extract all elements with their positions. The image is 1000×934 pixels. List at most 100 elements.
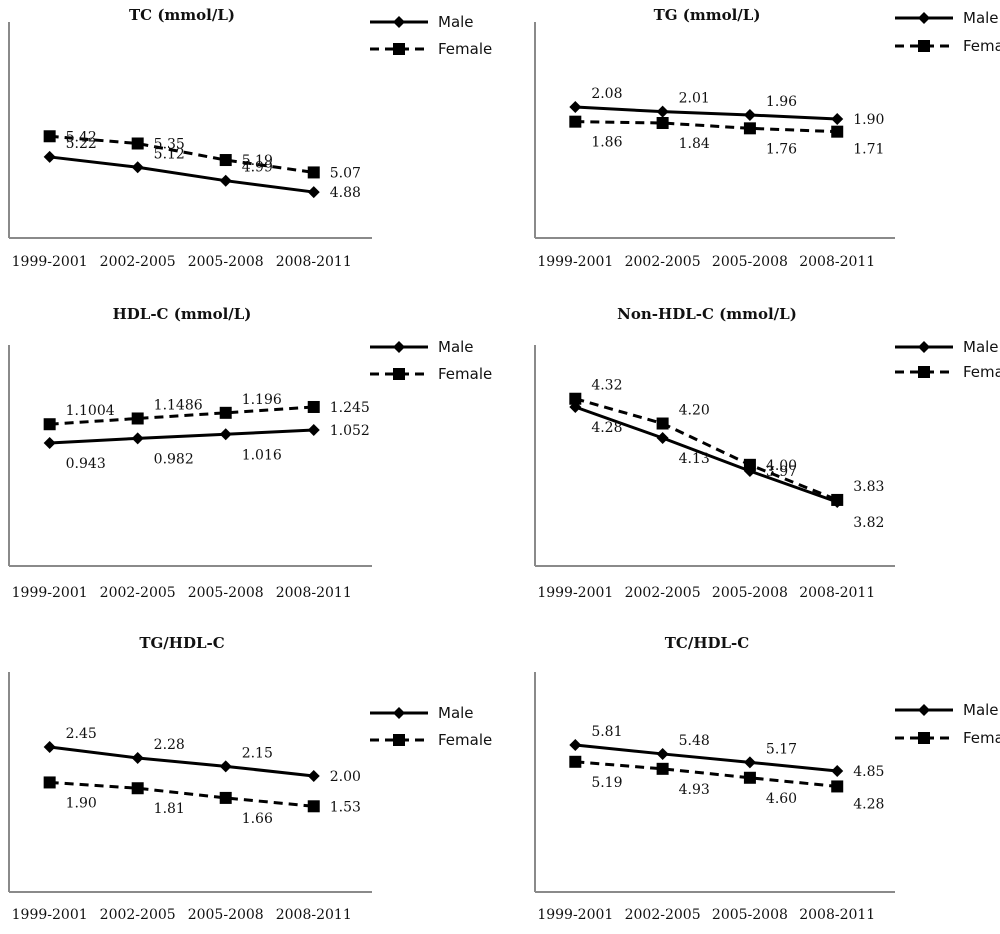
data-label: 1.96	[766, 94, 797, 110]
female-data-point	[131, 782, 144, 795]
chart-panel: TG/HDL-C 1999-2001 2002-2005 2005-2008 2008-…	[8, 634, 492, 923]
male-data-point	[831, 113, 844, 125]
legend-female-marker	[393, 43, 405, 55]
data-label: 1.66	[242, 811, 273, 827]
data-label: 4.28	[591, 420, 622, 436]
x-tick-label: 2005-2008	[712, 254, 788, 270]
data-label: 4.00	[766, 458, 797, 474]
x-tick-label: 1999-2001	[12, 254, 88, 270]
female-data-point	[831, 780, 844, 793]
x-tick-label: 1999-2001	[537, 907, 613, 923]
male-series-line	[49, 155, 314, 194]
data-label: 2.08	[591, 86, 622, 102]
female-data-point	[43, 776, 56, 789]
female-data-point	[831, 493, 844, 506]
data-label: 1.016	[242, 447, 282, 463]
male-data-point	[131, 751, 144, 764]
legend-female-marker	[393, 734, 405, 746]
female-data-point	[131, 412, 144, 425]
chart-title: Non-HDL-C (mmol/L)	[617, 305, 797, 323]
male-data-point	[307, 186, 320, 199]
legend: Male Female	[895, 338, 1000, 381]
legend: Male Female	[895, 9, 1000, 55]
chart-title: TG (mmol/L)	[654, 6, 761, 24]
data-label: 3.82	[853, 515, 884, 531]
male-data-point	[831, 765, 844, 777]
data-label: 1.1486	[154, 397, 203, 413]
data-label: 2.45	[66, 726, 97, 742]
male-series-line	[575, 105, 838, 121]
data-label: 5.22	[66, 136, 97, 152]
data-label: 1.1004	[66, 403, 115, 419]
male-data-point	[569, 101, 582, 113]
data-label: 5.19	[591, 775, 622, 791]
data-label: 1.84	[679, 136, 710, 152]
legend-male-label: Male	[963, 701, 999, 719]
male-series-line	[49, 745, 314, 778]
x-tick-label: 1999-2001	[12, 585, 88, 601]
legend-male-marker	[393, 341, 405, 353]
data-label: 5.17	[766, 741, 797, 757]
data-label: 4.88	[330, 185, 361, 201]
data-label: 1.245	[330, 400, 370, 416]
chart-title: HDL-C (mmol/L)	[113, 305, 252, 323]
data-label: 5.07	[330, 165, 361, 181]
data-label: 0.943	[66, 456, 106, 472]
x-tick-label: 2005-2008	[712, 585, 788, 601]
male-series-line	[575, 743, 838, 773]
data-label: 1.90	[66, 795, 97, 811]
data-label: 5.19	[242, 153, 273, 169]
male-series-line	[49, 428, 314, 445]
legend-male-marker	[393, 707, 405, 719]
male-data-point	[743, 756, 756, 769]
data-label: 4.28	[853, 796, 884, 812]
legend-male-marker	[918, 12, 930, 24]
x-tick-label: 2008-2011	[799, 585, 875, 601]
legend-female-label: Female	[438, 40, 492, 58]
female-data-point	[656, 417, 669, 430]
legend-female-label: Female	[438, 365, 492, 383]
male-data-point	[131, 161, 144, 174]
female-series-line	[574, 397, 838, 502]
legend-female-marker	[918, 366, 930, 378]
female-data-point	[219, 406, 232, 419]
female-data-point	[307, 800, 320, 813]
chart-title: TG/HDL-C	[139, 634, 224, 652]
legend-female-marker	[918, 732, 930, 744]
female-data-point	[131, 137, 144, 150]
data-label: 4.32	[591, 378, 622, 394]
chart-panel: HDL-C (mmol/L) 1999-2001 2002-2005 2005-200…	[8, 305, 492, 601]
data-label: 2.00	[330, 769, 361, 785]
data-label: 5.35	[154, 137, 185, 153]
legend-male-marker	[393, 16, 405, 28]
data-label: 5.81	[591, 724, 622, 740]
x-tick-label: 2002-2005	[625, 585, 701, 601]
chart-title: TC (mmol/L)	[129, 6, 235, 24]
female-data-point	[569, 755, 582, 768]
male-data-point	[43, 150, 56, 163]
data-label: 0.982	[154, 451, 194, 467]
x-tick-label: 2005-2008	[188, 254, 264, 270]
data-label: 1.196	[242, 392, 282, 408]
female-data-point	[656, 762, 669, 775]
legend-female-label: Female	[963, 363, 1000, 381]
data-label: 5.48	[679, 733, 710, 749]
data-label: 4.60	[766, 791, 797, 807]
data-label: 2.28	[154, 737, 185, 753]
male-data-point	[43, 437, 56, 449]
data-label: 4.93	[679, 782, 710, 798]
x-tick-label: 2002-2005	[625, 254, 701, 270]
legend: Male Female	[370, 13, 492, 58]
data-label: 5.42	[66, 129, 97, 145]
female-data-point	[43, 130, 56, 143]
legend: Male Female	[370, 704, 492, 749]
x-tick-label: 2008-2011	[276, 907, 352, 923]
male-data-point	[43, 741, 56, 753]
male-data-point	[569, 739, 582, 751]
data-label: 1.86	[591, 135, 622, 151]
data-label: 4.20	[679, 403, 710, 419]
data-label: 3.83	[853, 479, 884, 495]
x-tick-label: 1999-2001	[537, 254, 613, 270]
data-label: 1.76	[766, 141, 797, 157]
